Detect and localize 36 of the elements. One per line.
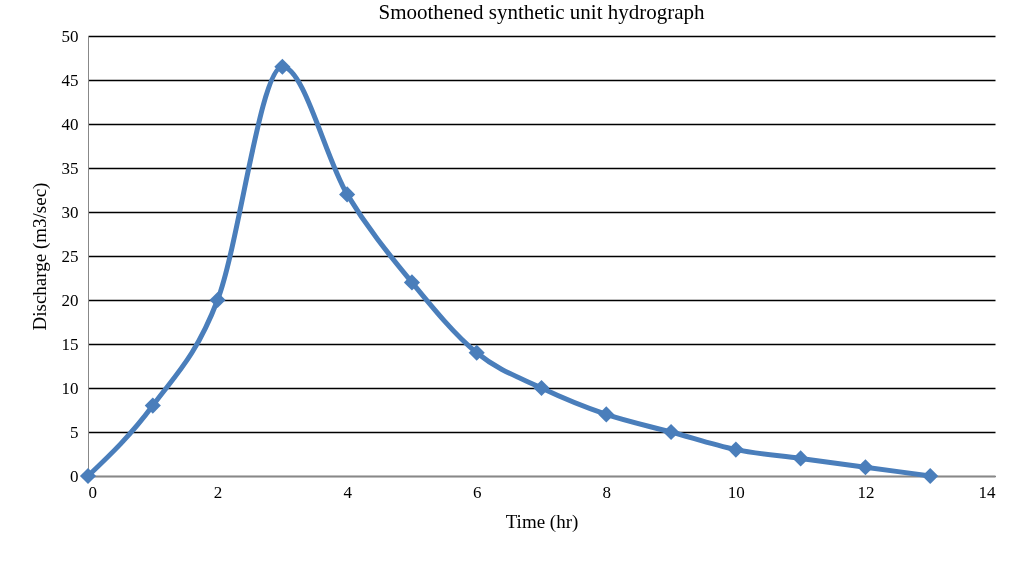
point [792, 450, 809, 467]
y-tick-label: 15 [61, 334, 79, 354]
point [727, 441, 744, 458]
point [144, 397, 161, 414]
point [598, 406, 615, 423]
x-tick-label: 12 [857, 482, 875, 502]
point [922, 467, 939, 485]
point [857, 459, 874, 476]
x-axis-title: Time (hr) [505, 510, 579, 533]
x-tick-label: 0 [88, 482, 97, 502]
point [274, 58, 291, 75]
y-tick-label: 40 [61, 114, 79, 134]
point [403, 274, 420, 291]
x-tick-label: 8 [602, 482, 612, 502]
point [533, 379, 550, 397]
point [339, 186, 356, 203]
y-tick-label: 25 [61, 246, 79, 266]
y-axis-title: Discharge (m3/sec) [28, 182, 51, 331]
y-tick-label: 10 [61, 378, 79, 398]
point [468, 344, 485, 361]
y-tick-label: 20 [61, 290, 79, 310]
y-tick-label: 35 [61, 158, 79, 178]
point [79, 467, 97, 485]
point [663, 423, 680, 441]
chart-title: Smoothened synthetic unit hydrograph [378, 0, 706, 24]
x-tick-label: 4 [343, 482, 353, 502]
y-tick-label: 30 [61, 202, 79, 222]
y-tick-label: 45 [61, 70, 79, 90]
y-tick-label: 0 [70, 466, 79, 486]
x-tick-label: 14 [978, 482, 996, 502]
point [209, 291, 226, 309]
y-tick-label: 50 [61, 26, 79, 46]
x-tick-label: 2 [213, 482, 223, 502]
x-tick-label: 10 [727, 482, 745, 502]
x-tick-label: 6 [472, 482, 482, 502]
y-tick-label: 5 [70, 422, 79, 442]
